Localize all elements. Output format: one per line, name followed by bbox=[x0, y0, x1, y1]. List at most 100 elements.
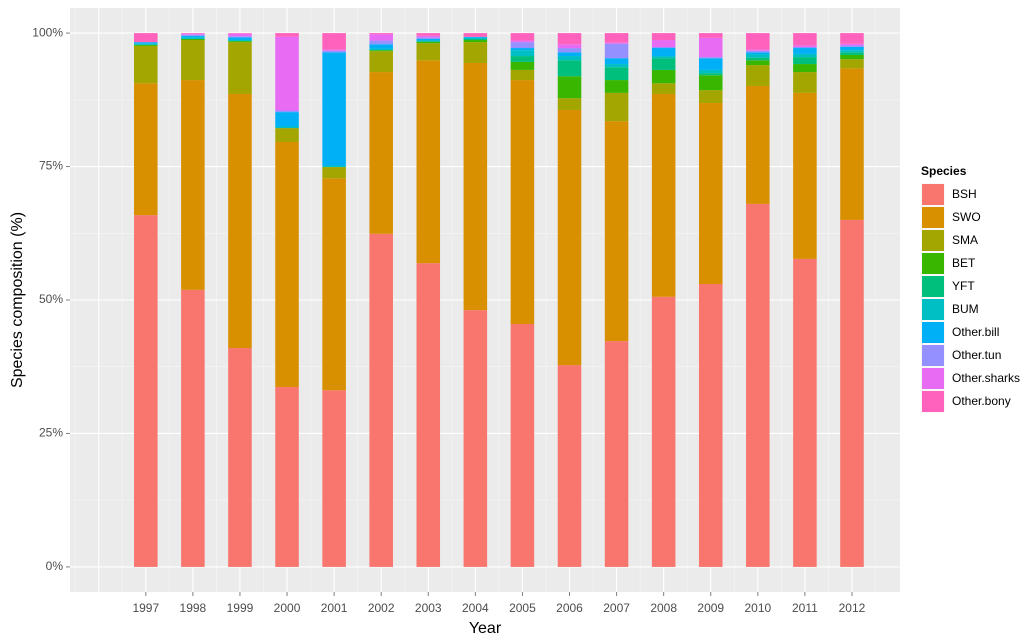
bar-segment bbox=[134, 42, 158, 44]
bar-segment bbox=[181, 34, 205, 36]
legend-title: Species bbox=[921, 164, 967, 178]
bar-segment bbox=[416, 41, 441, 44]
bar-segment bbox=[228, 41, 252, 43]
bar-segment bbox=[510, 40, 535, 43]
bar-segment bbox=[651, 296, 676, 567]
bar-segment bbox=[463, 62, 488, 311]
legend-label: BET bbox=[952, 256, 976, 270]
bar-segment bbox=[369, 51, 393, 73]
bar-segment bbox=[181, 35, 205, 38]
bar-segment bbox=[840, 68, 864, 220]
bar-segment bbox=[651, 58, 676, 70]
legend-label: Other.sharks bbox=[952, 371, 1020, 385]
bar-segment bbox=[793, 53, 817, 58]
bar-segment bbox=[698, 283, 723, 567]
bar-segment bbox=[275, 141, 299, 388]
bar-segment bbox=[604, 92, 629, 122]
bar-segment bbox=[181, 33, 205, 34]
bar-segment bbox=[463, 37, 488, 39]
bar-segment bbox=[369, 33, 393, 35]
bar-segment bbox=[134, 43, 158, 45]
bar-segment bbox=[746, 60, 770, 66]
bar-segment bbox=[416, 43, 441, 61]
bar-segment bbox=[416, 35, 441, 38]
bar-segment bbox=[275, 128, 299, 142]
bar-segment bbox=[793, 48, 817, 54]
x-tick-label: 2003 bbox=[415, 601, 442, 615]
bar-segment bbox=[651, 69, 676, 84]
legend-key bbox=[922, 230, 944, 251]
x-tick-label: 2009 bbox=[697, 601, 724, 615]
bar-segment bbox=[369, 44, 393, 49]
bar-segment bbox=[557, 98, 582, 110]
bar-segment bbox=[228, 42, 252, 94]
bar-segment bbox=[510, 56, 535, 62]
x-tick-label: 2012 bbox=[839, 601, 866, 615]
bar-segment bbox=[746, 65, 770, 86]
bar-segment bbox=[746, 52, 770, 55]
x-tick-label: 2005 bbox=[509, 601, 536, 615]
bar-segment bbox=[275, 33, 299, 37]
bar-segment bbox=[510, 324, 535, 567]
bar-segment bbox=[228, 36, 252, 38]
x-tick-label: 2002 bbox=[368, 601, 395, 615]
legend-key bbox=[922, 391, 944, 412]
bar-segment bbox=[228, 33, 252, 37]
legend-label: Other.bony bbox=[952, 394, 1011, 408]
y-axis-title: Species composition (%) bbox=[9, 212, 26, 388]
bar-segment bbox=[557, 60, 582, 77]
bar-segment bbox=[604, 80, 629, 93]
bar-segment bbox=[746, 54, 770, 58]
bar-segment bbox=[793, 92, 817, 259]
bar-segment bbox=[698, 90, 723, 104]
bar-segment bbox=[746, 49, 770, 51]
bar-segment bbox=[510, 48, 535, 51]
bar-segment bbox=[228, 33, 252, 34]
bar-segment bbox=[651, 40, 676, 47]
bar-segment bbox=[604, 341, 629, 567]
bar-segment bbox=[463, 42, 488, 63]
bar-segment bbox=[793, 64, 817, 73]
bar-segment bbox=[557, 109, 582, 366]
bar-segment bbox=[369, 233, 393, 567]
legend-key bbox=[922, 322, 944, 343]
x-tick-label: 2007 bbox=[603, 601, 630, 615]
bar-segment bbox=[840, 59, 864, 69]
bar-segment bbox=[651, 48, 676, 57]
x-axis-title: Year bbox=[469, 620, 502, 637]
bar-segment bbox=[369, 50, 393, 52]
bar-segment bbox=[840, 52, 864, 55]
bar-segment bbox=[840, 50, 864, 53]
x-tick-label: 2011 bbox=[792, 601, 818, 615]
bar-segment bbox=[557, 33, 582, 45]
bar-segment bbox=[181, 37, 205, 39]
legend-label: Other.tun bbox=[952, 348, 1001, 362]
bar-segment bbox=[604, 121, 629, 342]
bar-segment bbox=[651, 46, 676, 49]
bar-segment bbox=[134, 33, 158, 43]
bar-segment bbox=[463, 310, 488, 567]
bar-segment bbox=[793, 258, 817, 567]
legend-label: SMA bbox=[952, 233, 978, 247]
legend-key bbox=[922, 184, 944, 205]
bar-segment bbox=[698, 75, 723, 91]
legend-key bbox=[922, 253, 944, 274]
bar-segment bbox=[134, 44, 158, 46]
bar-segment bbox=[604, 42, 629, 44]
x-tick-label: 1998 bbox=[180, 601, 207, 615]
bar-segment bbox=[322, 165, 346, 168]
bar-segment bbox=[181, 40, 205, 81]
bar-segment bbox=[840, 219, 864, 567]
bar-segment bbox=[793, 33, 817, 46]
bar-segment bbox=[510, 33, 535, 41]
bar-segment bbox=[604, 67, 629, 81]
bar-segment bbox=[510, 42, 535, 49]
bar-segment bbox=[510, 80, 535, 325]
y-tick-label: 0% bbox=[46, 559, 64, 573]
bar-segment bbox=[604, 64, 629, 68]
bar-segment bbox=[698, 69, 723, 74]
bar-segment bbox=[228, 348, 252, 567]
bar-segment bbox=[463, 33, 488, 37]
bar-segment bbox=[416, 263, 441, 567]
bar-segment bbox=[557, 76, 582, 99]
